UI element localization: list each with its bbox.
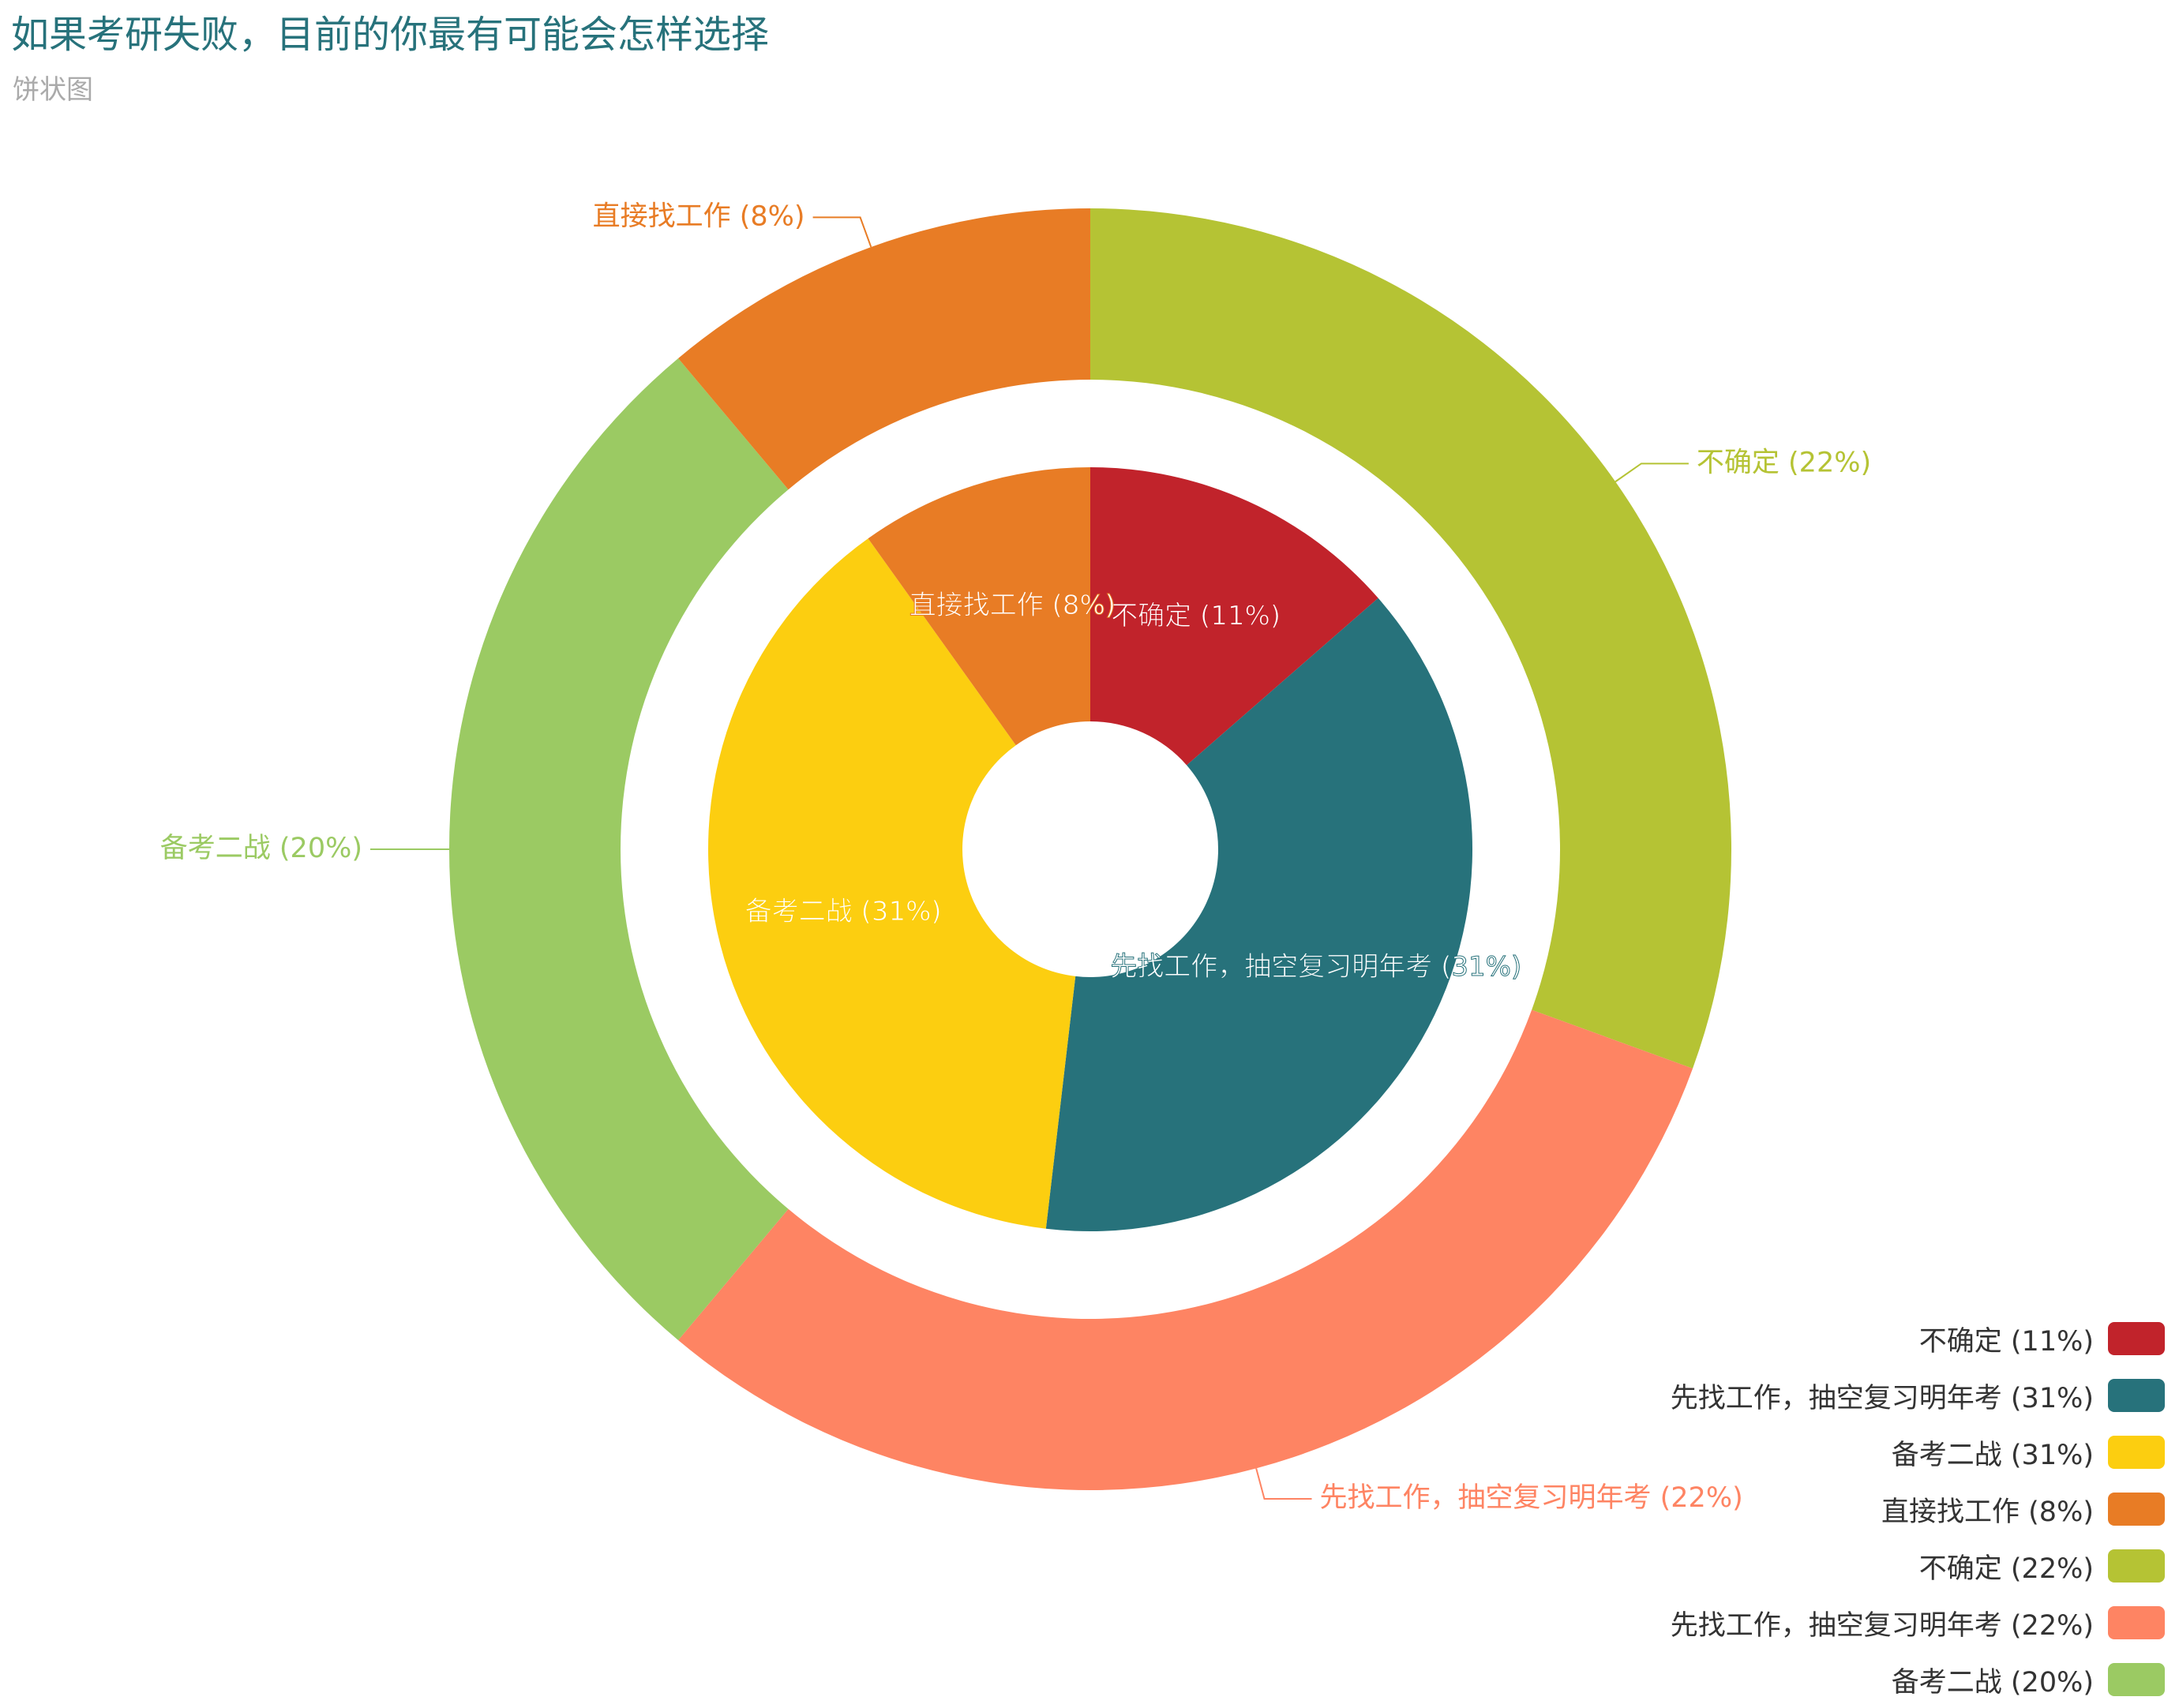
legend-label: 不确定 (11%) [1918,1325,2094,1358]
inner-slice-1[interactable] [1045,597,1473,1231]
legend-label: 不确定 (22%) [1918,1553,2094,1585]
inner-slice-3[interactable] [868,467,1090,746]
legend-swatch [2108,1663,2165,1696]
legend-label: 先找工作，抽空复习明年考 (22%) [1670,1609,2094,1642]
leader-line-0 [1615,463,1689,483]
inner-slice-label-3: 直接找工作 (8%) [909,590,1116,621]
inner-slice-label-2: 备考二战 (31%) [745,896,942,927]
outer-slice-1[interactable] [678,1009,1693,1490]
outer-ring [449,208,1731,1490]
legend-item-3[interactable]: 直接找工作 (8%) [1671,1481,2165,1538]
legend-label: 先找工作，抽空复习明年考 (31%) [1670,1382,2094,1414]
legend-swatch [2108,1493,2165,1526]
legend-swatch [2108,1379,2165,1412]
legend-item-2[interactable]: 备考二战 (31%) [1671,1424,2165,1481]
legend-label: 直接找工作 (8%) [1881,1496,2094,1528]
chart-title: 如果考研失败，目前的你最有可能会怎样选择 [11,13,770,57]
legend-item-1[interactable]: 先找工作，抽空复习明年考 (31%) [1671,1367,2165,1424]
legend-swatch [2108,1606,2165,1639]
legend-label: 备考二战 (20%) [1891,1666,2094,1699]
outer-slice-2[interactable] [449,358,789,1341]
inner-slice-2[interactable] [707,538,1076,1229]
leader-line-3 [812,216,872,248]
outer-slice-label-1: 先找工作，抽空复习明年考 (22%) [1320,1482,1743,1514]
inner-ring [707,467,1473,1231]
inner-slice-label-1: 先找工作，抽空复习明年考 (31%) [1110,951,1521,983]
inner-slice-0[interactable] [1090,467,1378,766]
legend-swatch [2108,1436,2165,1469]
chart-subtitle: 饼状图 [13,74,93,106]
outer-slice-label-0: 不确定 (22%) [1697,447,1871,478]
leader-lines [370,216,1689,1500]
legend-item-5[interactable]: 先找工作，抽空复习明年考 (22%) [1671,1594,2165,1651]
legend-item-4[interactable]: 不确定 (22%) [1671,1538,2165,1594]
outer-slice-label-3: 直接找工作 (8%) [593,200,805,232]
outer-slice-3[interactable] [678,208,1090,490]
legend-swatch [2108,1322,2165,1355]
legend-item-6[interactable]: 备考二战 (20%) [1671,1651,2165,1708]
outer-slice-label-2: 备考二战 (20%) [160,833,362,864]
outer-slice-0[interactable] [1090,208,1731,1069]
legend-label: 备考二战 (31%) [1891,1439,2094,1471]
leader-line-1 [1255,1468,1312,1500]
legend: 不确定 (11%) 先找工作，抽空复习明年考 (31%) 备考二战 (31%) 直接找… [1671,1310,2165,1708]
inner-slice-label-0: 不确定 (11%) [1111,600,1281,631]
slice-labels: 不确定 (11%) 先找工作，抽空复习明年考 (31%) 备考二战 (31%) 直接找… [160,200,1871,1514]
legend-item-0[interactable]: 不确定 (11%) [1671,1310,2165,1367]
legend-swatch [2108,1549,2165,1583]
